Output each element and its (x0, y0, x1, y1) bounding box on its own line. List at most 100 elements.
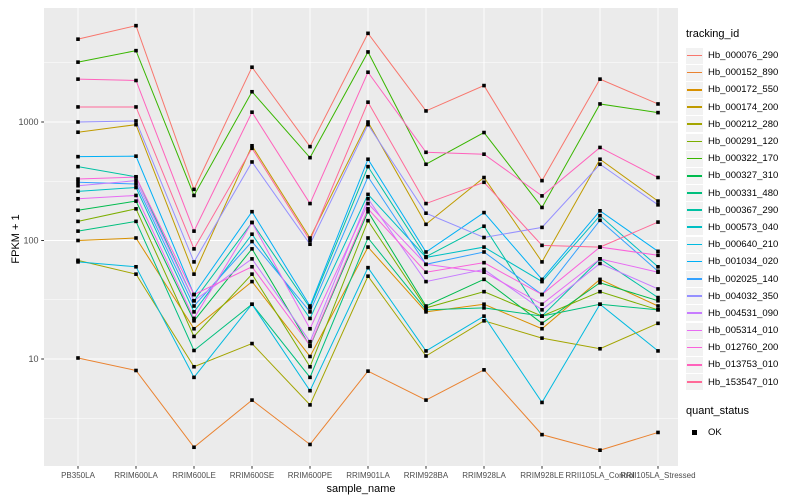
data-point (482, 277, 486, 282)
data-point (134, 178, 138, 183)
data-point (366, 207, 370, 211)
data-point (192, 229, 196, 233)
data-point (598, 218, 602, 223)
data-point (308, 375, 312, 380)
data-point (134, 23, 138, 28)
legend-item-Hb_000174_200: Hb_000174_200 (686, 99, 798, 116)
data-point (76, 60, 80, 64)
legend-item-Hb_004032_350: Hb_004032_350 (686, 288, 798, 305)
data-point (134, 368, 138, 373)
data-point (482, 130, 486, 135)
data-point (540, 326, 544, 331)
data-point (540, 308, 544, 312)
data-point (308, 238, 312, 243)
data-point (192, 304, 196, 308)
data-point (540, 292, 544, 297)
quant-ok-label: OK (708, 426, 722, 438)
data-point (366, 274, 370, 278)
x-tick-label: RRIM928BA (404, 471, 449, 480)
data-point (366, 192, 370, 197)
legend-key (686, 47, 703, 64)
data-point (424, 398, 428, 402)
legend-title-quant-status: quant_status (686, 404, 749, 417)
data-point (424, 310, 428, 314)
legend-item-quant-ok: OK (686, 424, 798, 441)
legend-key (686, 288, 703, 305)
data-point (366, 201, 370, 206)
data-point (192, 187, 196, 192)
data-point (76, 37, 80, 41)
legend-key (686, 356, 703, 373)
data-point (482, 319, 486, 323)
data-point (540, 336, 544, 340)
legend-item-label: Hb_153547_010 (708, 376, 779, 388)
data-point (134, 185, 138, 190)
data-point (308, 403, 312, 407)
data-point (482, 267, 486, 272)
quant-ok-key (686, 424, 703, 440)
data-point (656, 295, 660, 300)
data-point (656, 270, 660, 275)
legend-item-Hb_004531_090: Hb_004531_090 (686, 305, 798, 322)
data-point (250, 143, 254, 148)
legend-key-line-icon (687, 71, 702, 74)
x-axis-title: sample_name (326, 483, 396, 495)
data-point (540, 260, 544, 264)
data-point (598, 346, 602, 351)
data-point (134, 122, 138, 127)
data-point (656, 264, 660, 269)
data-point (308, 316, 312, 321)
data-point (482, 180, 486, 185)
legend-item-label: Hb_000322_170 (708, 153, 779, 165)
data-point (76, 130, 80, 135)
legend-key (686, 322, 703, 339)
legend-key (686, 374, 703, 391)
data-point (76, 164, 80, 169)
data-point (76, 260, 80, 264)
data-point (308, 306, 312, 310)
legend-key (686, 219, 703, 236)
legend-item-label: Hb_002025_140 (708, 273, 779, 285)
y-tick-label: 1000 (18, 117, 38, 127)
data-point (192, 326, 196, 331)
data-point (308, 242, 312, 247)
x-tick-label: RRIM600LA (114, 471, 158, 480)
legend-item-Hb_000322_170: Hb_000322_170 (686, 150, 798, 167)
data-point (192, 445, 196, 450)
data-point (76, 120, 80, 124)
legend-item-label: Hb_005314_010 (708, 325, 779, 337)
data-point (540, 277, 544, 282)
x-tick-label: RRIM928LE (520, 471, 564, 480)
quant-status-block: quant_status OK (686, 405, 798, 441)
data-point (482, 245, 486, 249)
legend-item-label: Hb_001034_020 (708, 256, 779, 268)
data-point (76, 208, 80, 213)
data-point (598, 448, 602, 452)
legend-item-label: Hb_000076_290 (708, 50, 779, 62)
legend-item-Hb_002025_140: Hb_002025_140 (686, 270, 798, 288)
data-point (540, 400, 544, 405)
legend-item-Hb_000367_290: Hb_000367_290 (686, 202, 798, 219)
legend-key (686, 202, 703, 219)
legend-item-Hb_000152_890: Hb_000152_890 (686, 64, 798, 81)
legend-key-line-icon (687, 123, 702, 125)
data-point (540, 432, 544, 437)
data-point (598, 245, 602, 249)
data-point (366, 209, 370, 214)
data-point (482, 260, 486, 265)
data-point (366, 218, 370, 223)
data-point (598, 209, 602, 213)
legend-item-Hb_013753_010: Hb_013753_010 (686, 356, 798, 373)
x-tick-label: RRIM901LA (346, 471, 390, 480)
data-point (366, 100, 370, 104)
y-tick-label: 100 (23, 236, 38, 246)
data-point (76, 356, 80, 360)
legend-key (686, 150, 703, 167)
data-point (598, 280, 602, 285)
data-point (424, 279, 428, 284)
data-point (308, 236, 312, 240)
data-point (308, 339, 312, 344)
data-point (250, 247, 254, 251)
legend-item-label: Hb_000331_480 (708, 187, 779, 199)
data-point (482, 306, 486, 310)
